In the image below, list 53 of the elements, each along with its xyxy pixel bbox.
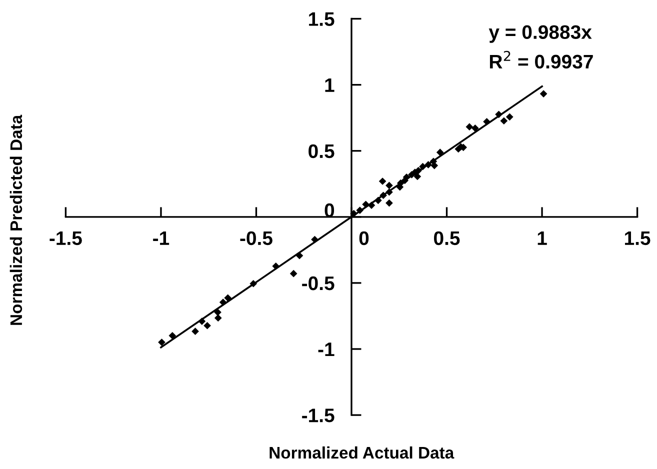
x-tick-label: 0 [359, 231, 369, 246]
x-tick-label: 1 [538, 232, 547, 245]
x-tick-label: 1.5 [625, 232, 650, 246]
point [466, 123, 474, 130]
point [419, 162, 426, 170]
annotation: y = 0.9883x [488, 25, 592, 43]
point [350, 210, 358, 218]
point [386, 188, 393, 196]
point [424, 161, 432, 168]
point [414, 172, 422, 180]
point [378, 178, 386, 185]
point [272, 262, 280, 270]
y-tick-label: 0 [324, 203, 334, 218]
point [214, 314, 222, 322]
point [495, 110, 502, 118]
y-tick-label: -1 [318, 342, 334, 356]
point [362, 200, 370, 208]
y-axis-title: Normalized Predicted Data [10, 114, 22, 325]
y-tick-label: 1.5 [309, 12, 334, 26]
x-tick-label: -1.5 [50, 232, 82, 246]
point [408, 170, 416, 178]
point [214, 308, 222, 316]
point [471, 124, 479, 132]
point [224, 294, 232, 302]
point [483, 118, 490, 126]
x-tick-label: 0.5 [434, 231, 460, 246]
point [401, 176, 409, 184]
point [219, 298, 227, 306]
point [192, 328, 199, 335]
point [436, 148, 444, 156]
point [386, 199, 393, 207]
x-axis-title: Normalized Actual Data [270, 446, 454, 459]
point [380, 192, 387, 200]
x-tick-label: -1 [153, 232, 170, 245]
point [386, 182, 393, 190]
y-tick-label: 0.5 [308, 144, 334, 158]
y-tick-label: 1 [325, 78, 334, 92]
point [506, 113, 514, 121]
y-tick-label: -1.5 [302, 408, 334, 422]
point [540, 90, 548, 98]
point [204, 322, 211, 330]
point [198, 318, 206, 325]
point [356, 206, 364, 214]
point [250, 280, 258, 288]
point [290, 270, 298, 278]
x-tick-label: -0.5 [240, 231, 272, 246]
point [168, 332, 176, 340]
annotation: R$^{2}$ = 0.9937 [490, 50, 593, 69]
y-tick-label: -0.5 [302, 276, 334, 290]
point [311, 236, 318, 244]
point [374, 196, 382, 204]
point [500, 117, 508, 125]
point [158, 338, 166, 346]
